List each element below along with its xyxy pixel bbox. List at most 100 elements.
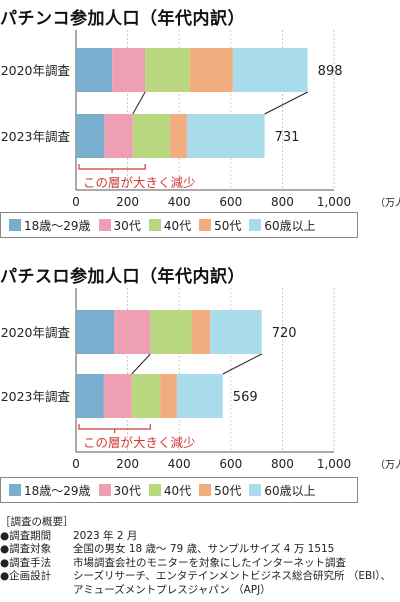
legend-swatch — [148, 484, 161, 496]
bar-segment — [189, 48, 233, 92]
legend-item: 30代 — [98, 217, 141, 234]
survey-continuation: アミューズメントプレスジャパン （APJ） — [73, 583, 271, 596]
annotation-text: この層が大きく減少 — [83, 435, 196, 450]
legend-item: 60歳以上 — [249, 482, 316, 499]
legend-item: 30代 — [98, 482, 141, 499]
pachislot-legend: 18歳～29歳 30代 40代 50代 60歳以上 — [0, 477, 358, 503]
x-tick-label: 600 — [219, 195, 242, 209]
category-label: 2023年調査 — [1, 129, 71, 144]
x-tick-label: 200 — [116, 195, 139, 209]
legend-label: 50代 — [214, 483, 242, 498]
survey-label: ●企画設計 — [0, 570, 52, 583]
category-label: 2020年調査 — [1, 63, 71, 78]
bar-segment — [176, 374, 223, 418]
legend-label: 60歳以上 — [264, 218, 316, 233]
survey-header: ［調査の概要］ — [0, 516, 74, 528]
survey-value: 2023 年 2 月 — [73, 529, 138, 542]
legend-swatch — [249, 219, 262, 231]
survey-row: ●企画設計 シーズリサーチ、エンタテインメントビジネス総合研究所 （EBI）、 — [0, 570, 400, 584]
bar-segment — [104, 114, 133, 158]
pachinko-legend: 18歳～29歳 30代 40代 50代 60歳以上 — [0, 212, 358, 238]
connector-line — [264, 91, 308, 115]
bar-segment — [114, 310, 151, 354]
x-axis-unit: （万人） — [375, 197, 400, 209]
x-tick-label: 0 — [72, 195, 80, 209]
total-label: 898 — [318, 64, 343, 79]
bar-segment — [76, 48, 113, 92]
survey-value: 市場調査会社のモニターを対象にしたインターネット調査 — [73, 556, 346, 569]
pachislot-stacked-bar-chart: 0 200 400 600 800 1,000 （万人） 2020年調査 720 2023年調査 5… — [1, 288, 400, 471]
legend-label: 18歳～29歳 — [24, 483, 91, 498]
legend-swatch — [9, 219, 21, 231]
bar-segment — [76, 310, 115, 354]
total-label: 731 — [275, 130, 300, 145]
bar-segment — [76, 374, 104, 418]
x-tick-label: 800 — [271, 457, 294, 471]
legend-item: 18歳～29歳 — [9, 482, 91, 499]
x-tick-label: 800 — [271, 195, 294, 209]
bar-segment — [145, 48, 190, 92]
category-label: 2023年調査 — [1, 389, 71, 404]
legend-label: 50代 — [214, 218, 242, 233]
x-tick-label: 200 — [116, 457, 139, 471]
bar-segment — [112, 48, 146, 92]
legend-item: 60歳以上 — [249, 217, 316, 234]
legend-item: 18歳～29歳 — [9, 217, 91, 234]
legend-swatch — [199, 484, 212, 496]
bar-segment — [170, 114, 187, 158]
survey-row: ●調査手法 市場調査会社のモニターを対象にしたインターネット調査 — [0, 557, 400, 571]
legend-label: 60歳以上 — [264, 483, 316, 498]
total-label: 569 — [233, 390, 258, 405]
total-label: 720 — [272, 326, 297, 341]
x-tick-label: 1,000 — [317, 457, 351, 471]
legend-label: 40代 — [163, 483, 192, 498]
survey-label: ●調査手法 — [0, 556, 52, 569]
x-tick-label: 0 — [72, 457, 80, 471]
survey-overview: ［調査の概要］ ●調査期間 2023 年 2 月 ●調査対象 全国の男女 18 … — [0, 516, 400, 598]
category-label: 2020年調査 — [1, 325, 71, 340]
legend-swatch — [199, 219, 212, 231]
bar-segment — [186, 114, 265, 158]
pachislot-chart-title: パチスロ参加人口（年代内訳） — [0, 267, 245, 287]
connector-line — [132, 91, 146, 115]
pachinko-stacked-bar-chart: 0 200 400 600 800 1,000 （万人） 2020年調査 898 2023年調査 7… — [1, 30, 400, 209]
legend-swatch — [249, 484, 262, 496]
bar-segment — [191, 310, 211, 354]
x-tick-label: 1,000 — [317, 195, 351, 209]
x-tick-label: 400 — [168, 457, 191, 471]
connector-line — [131, 353, 151, 375]
legend-label: 18歳～29歳 — [24, 218, 91, 233]
survey-row: ●調査対象 全国の男女 18 歳～ 79 歳、サンプルサイズ 4 万 1515 — [0, 543, 400, 557]
bar-segment — [210, 310, 262, 354]
legend-label: 30代 — [113, 483, 141, 498]
survey-row: ●調査期間 2023 年 2 月 — [0, 530, 400, 544]
legend-item: 40代 — [148, 217, 192, 234]
legend-item: 50代 — [199, 217, 241, 234]
annotation-text: この層が大きく減少 — [83, 175, 196, 190]
legend-label: 40代 — [163, 218, 192, 233]
survey-value: 全国の男女 18 歳～ 79 歳、サンプルサイズ 4 万 1515 — [73, 543, 335, 556]
bar-segment — [232, 48, 308, 92]
bar-segment — [131, 374, 161, 418]
bar-segment — [76, 114, 105, 158]
x-tick-label: 600 — [219, 457, 242, 471]
connector-line — [222, 353, 262, 375]
x-axis-unit: （万人） — [375, 459, 400, 471]
survey-label: ●調査対象 — [0, 543, 52, 556]
legend-label: 30代 — [113, 218, 141, 233]
annotation-bracket — [78, 424, 151, 430]
bar-segment — [132, 114, 171, 158]
legend-swatch — [9, 484, 21, 496]
legend-item: 40代 — [148, 482, 192, 499]
x-tick-label: 400 — [168, 195, 191, 209]
legend-swatch — [98, 219, 111, 231]
bar-segment — [103, 374, 132, 418]
survey-label: ●調査期間 — [0, 529, 52, 542]
pachinko-chart-title: パチンコ参加人口（年代内訳） — [0, 9, 245, 29]
legend-swatch — [98, 484, 111, 496]
annotation-bracket — [78, 164, 146, 170]
survey-value: シーズリサーチ、エンタテインメントビジネス総合研究所 （EBI）、 — [73, 570, 392, 583]
legend-swatch — [148, 219, 161, 231]
bar-segment — [160, 374, 177, 418]
bar-segment — [150, 310, 192, 354]
